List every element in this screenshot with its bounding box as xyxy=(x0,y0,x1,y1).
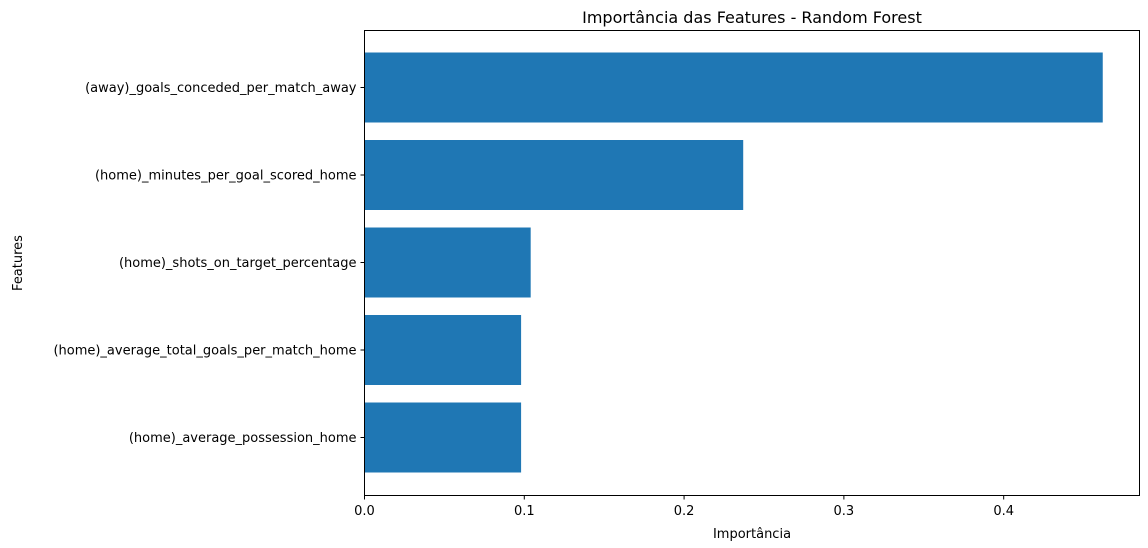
x-tick-label: 0.0 xyxy=(354,504,375,519)
x-tick-label: 0.4 xyxy=(993,504,1014,519)
y-tick-labels: (away)_goals_conceded_per_match_away (hom… xyxy=(53,81,365,446)
x-tick-label: 0.3 xyxy=(834,504,855,519)
x-tick-label: 0.1 xyxy=(514,504,535,519)
bar-4 xyxy=(364,315,522,385)
y-tick-label: (home)_average_total_goals_per_match_hom… xyxy=(53,344,356,359)
y-tick-label: (away)_goals_conceded_per_match_away xyxy=(85,81,357,96)
chart-title: Importância das Features - Random Forest xyxy=(582,8,922,27)
y-tick-label: (home)_minutes_per_goal_scored_home xyxy=(95,169,357,184)
bar-2 xyxy=(364,140,744,210)
bars-layer xyxy=(364,52,1103,473)
x-tick-labels: 0.0 0.1 0.2 0.3 0.4 xyxy=(354,495,1014,519)
plot-frame xyxy=(364,30,1140,496)
x-axis-label: Importância xyxy=(713,527,791,542)
bar-1 xyxy=(364,52,1103,123)
bar-3 xyxy=(364,227,531,298)
x-tick-label: 0.2 xyxy=(674,504,695,519)
y-tick-label: (home)_shots_on_target_percentage xyxy=(119,256,357,271)
y-axis-label: Features xyxy=(11,235,26,291)
y-tick-label: (home)_average_possession_home xyxy=(129,431,357,446)
bar-5 xyxy=(364,402,522,473)
